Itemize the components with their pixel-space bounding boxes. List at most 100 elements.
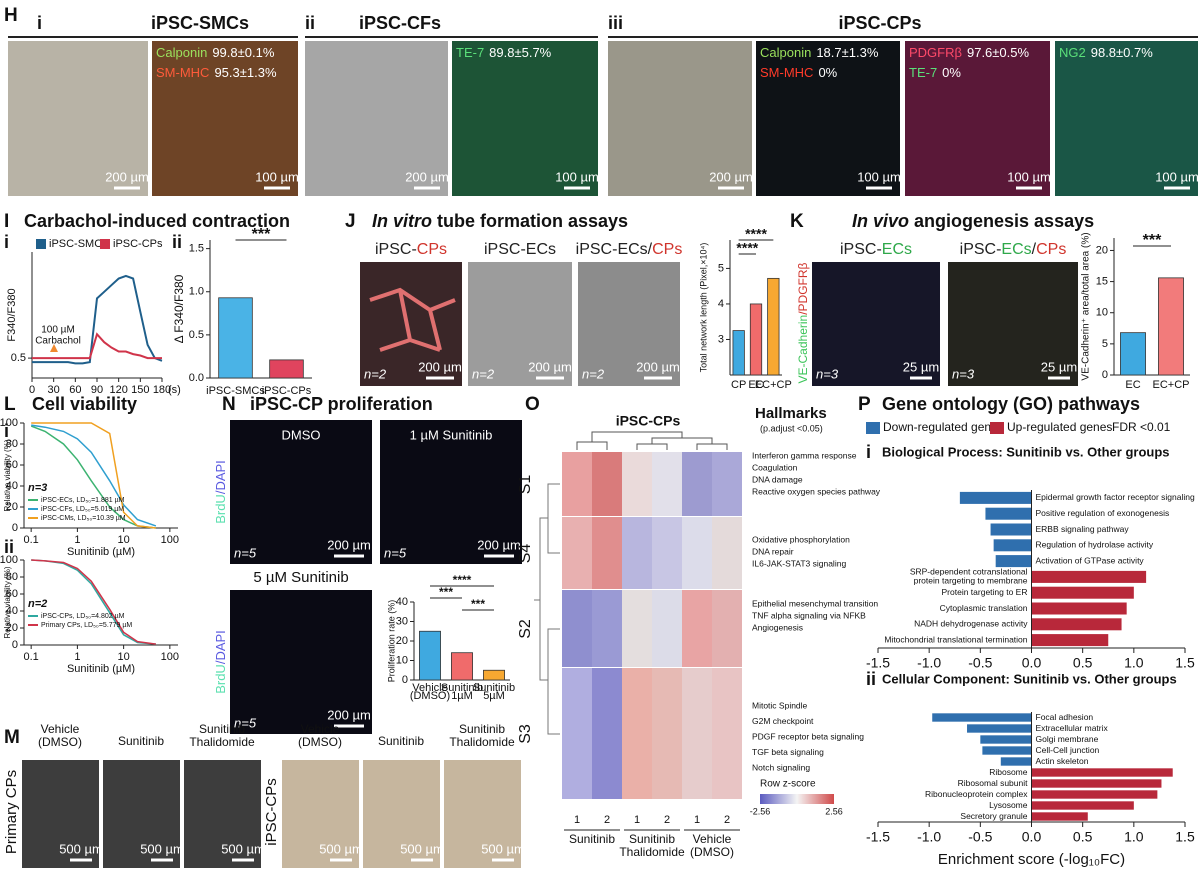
- category-label: Activation of GTPase activity: [1036, 555, 1145, 565]
- x-tick-label: 1: [74, 534, 80, 546]
- stain-value: 99.8±0.1%: [212, 45, 275, 60]
- pathway-label: IL6-JAK-STAT3 signaling: [752, 558, 846, 568]
- subpanel-label: i: [4, 232, 9, 252]
- y-tick-label: 1.0: [189, 286, 204, 298]
- stain-label: SM-MHC 0%: [760, 65, 838, 80]
- pathway-label: Epithelial mesenchymal transition: [752, 598, 878, 608]
- micrograph: [905, 41, 1050, 196]
- pathway-label: PDGF receptor beta signaling: [752, 731, 864, 741]
- heatmap-block: [712, 668, 742, 800]
- x-tick-label: EC: [1125, 379, 1140, 391]
- y-tick-label: 30: [396, 615, 408, 627]
- scale-bar-label: 200 µm: [709, 169, 753, 184]
- subpanel-label: ii: [172, 232, 182, 252]
- micrograph: [230, 590, 372, 734]
- category-label: Protein targeting to ER: [942, 587, 1028, 597]
- micrograph: [305, 41, 448, 196]
- heatmap-block: [592, 668, 622, 800]
- y-tick-label: 100: [0, 417, 18, 429]
- x-tick-label: 30: [48, 384, 60, 396]
- image-label-part: iPSC-: [375, 241, 417, 258]
- y-tick-label: 80: [6, 571, 18, 583]
- bar: [767, 277, 780, 376]
- condition-label: Thalidomide: [189, 735, 255, 749]
- title-rest: angiogenesis assays: [914, 211, 1094, 231]
- heatmap-block: [562, 668, 592, 800]
- y-tick-label: 0: [12, 639, 18, 651]
- category-label: Ribosomal subunit: [958, 778, 1029, 788]
- heatmap-block: [652, 452, 682, 517]
- stain-label-part: BrdU: [213, 494, 228, 524]
- scale-bar-label: 200 µm: [105, 169, 149, 184]
- y-axis-label: VE-Cadherin⁺ area/total area (%): [1081, 232, 1092, 380]
- legend-label: Up-regulated genes: [1007, 420, 1112, 434]
- n-label: n=2: [364, 366, 387, 381]
- series-line: [31, 559, 157, 645]
- scale-bar-label: 200 µm: [477, 537, 521, 552]
- subpanel-label: ii: [866, 669, 876, 689]
- y-tick-label: 1.5: [189, 243, 204, 255]
- x-tick-label: 1.0: [1124, 655, 1144, 671]
- micrograph: [282, 760, 359, 868]
- x-tick-label: 0.1: [24, 534, 39, 546]
- scale-bar-label: 500 µm: [481, 841, 525, 856]
- legend-label: Down-regulated genes: [883, 420, 1004, 434]
- x-tick-label: -1.0: [917, 829, 941, 845]
- section-numeral: i: [37, 13, 42, 33]
- image-label-part: CPs: [1036, 241, 1066, 258]
- heatmap-block: [622, 452, 652, 517]
- tube-network: [369, 287, 456, 352]
- x-tick-label: 0.0: [1022, 655, 1042, 671]
- stain-label: NG2 98.8±0.7%: [1059, 45, 1153, 60]
- significance: ***: [1143, 232, 1162, 249]
- bar: [1031, 801, 1134, 810]
- scale-bar-label: 25 µm: [903, 359, 939, 374]
- legend-min: -2.56: [750, 806, 771, 816]
- image-label: iPSC-ECs: [484, 241, 556, 258]
- legend-title: Row z-score: [760, 779, 816, 790]
- category-label: Cytoplasmic translation: [940, 603, 1028, 613]
- micrograph: [360, 262, 462, 386]
- y-axis-label: Relative viability (%): [3, 566, 12, 638]
- group-label: (DMSO): [690, 845, 734, 859]
- x-tick-label: -0.5: [968, 655, 992, 671]
- scale-bar-label: 200 µm: [528, 359, 572, 374]
- x-axis-label: Sunitinib (µM): [67, 546, 135, 558]
- scale-bar-label: 25 µm: [1041, 359, 1077, 374]
- y-tick-label: 80: [6, 438, 18, 450]
- pathway-label: TNF alpha signaling via NFKB: [752, 610, 866, 620]
- x-tick-label: 10: [118, 534, 130, 546]
- n-label: n=2: [472, 366, 495, 381]
- legend-label: iPSC-SMCs: [49, 238, 108, 250]
- category-label: Epidermal growth factor receptor signali…: [1036, 492, 1195, 502]
- pathway-label: G2M checkpoint: [752, 716, 814, 726]
- heatmap-block: [592, 590, 622, 668]
- micrograph: [608, 41, 752, 196]
- stain-label-part: /DAPI: [213, 630, 228, 664]
- bar: [993, 539, 1032, 552]
- image-label-part: ECs: [1001, 241, 1031, 258]
- category-label: Ribonucleoprotein complex: [925, 789, 1028, 799]
- condition-label: Vehicle: [301, 722, 340, 736]
- n-label: n=5: [384, 545, 407, 560]
- series-line: [32, 332, 162, 360]
- micrograph: [380, 420, 522, 564]
- cluster-label: S2: [517, 619, 534, 639]
- panel-title: In vivo angiogenesis assays: [852, 211, 1094, 231]
- category-label: Actin skeleton: [1036, 756, 1089, 766]
- panel-letter: N: [222, 394, 236, 415]
- condition-label: Sunitinib: [378, 734, 424, 748]
- x-tick-label: 100: [161, 651, 179, 663]
- micrograph: [184, 760, 261, 868]
- significance: ***: [471, 597, 485, 611]
- heatmap-block: [562, 590, 592, 668]
- annotation-arrow: [50, 344, 58, 352]
- legend-swatch: [866, 422, 880, 434]
- section-title: iPSC-CPs: [838, 13, 921, 33]
- stain-marker: SM-MHC: [156, 65, 209, 80]
- stain-marker: NG2: [1059, 45, 1086, 60]
- legend-gradient: [760, 794, 834, 804]
- heatmap-block: [652, 517, 682, 590]
- pathway-label: Oxidative phosphorylation: [752, 534, 850, 544]
- section-title: iPSC-SMCs: [151, 13, 249, 33]
